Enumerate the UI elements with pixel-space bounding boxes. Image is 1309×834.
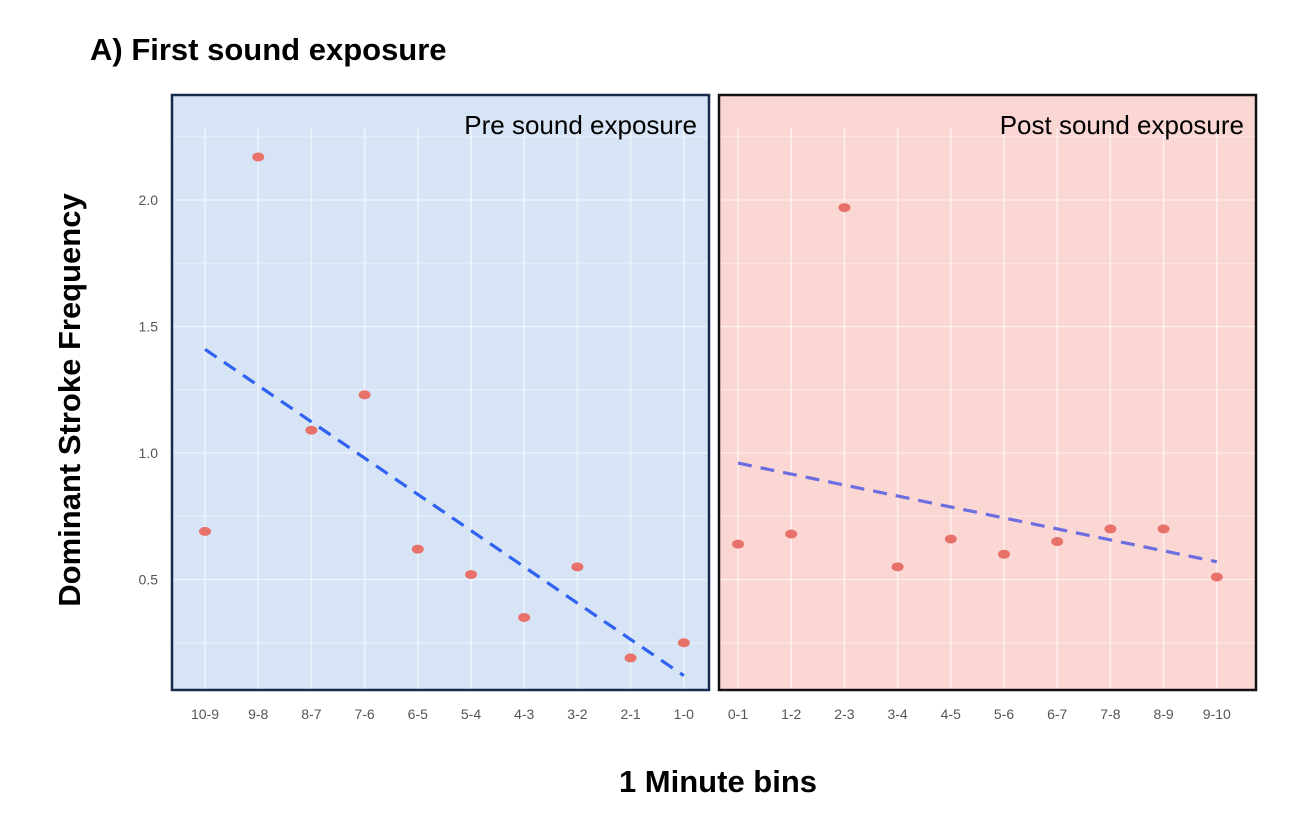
data-point [624,653,637,663]
y-tick-label: 0.5 [139,572,159,588]
x-tick-label: 0-1 [728,706,748,722]
data-point [358,390,371,400]
y-tick-label: 2.0 [139,192,159,208]
x-tick-label: 2-1 [620,706,640,722]
data-point [1104,524,1117,534]
y-tick-labels: 0.5 1.0 1.5 2.0 [139,192,159,588]
data-point [732,539,744,549]
panel-pre: Pre sound exposure 10-9 9-8 8-7 7-6 6-5 5-4 4-3… [170,93,711,722]
x-tick-label: 6-7 [1047,706,1067,722]
data-point [677,638,690,648]
y-tick-label: 1.0 [139,445,159,461]
x-tick-label: 1-2 [781,706,801,722]
trendline [204,347,685,677]
x-axis-label: 1 Minute bins [619,764,817,799]
x-tick-label: 3-2 [567,706,587,722]
data-point [465,569,477,579]
panel-border [170,93,711,692]
data-point [411,544,424,554]
x-tick-label: 4-5 [941,706,961,722]
x-tick-label: 1-0 [674,706,694,722]
x-tick-label: 4-3 [514,706,534,722]
data-point [1210,572,1223,582]
x-tick-label: 2-3 [834,706,854,722]
data-point [1051,537,1064,547]
data-point [305,425,318,435]
x-tick-label: 5-4 [461,706,481,722]
panel-background [172,95,709,690]
x-tick-label: 5-6 [994,706,1014,722]
data-point [944,534,957,544]
data-point [199,526,211,536]
data-point [518,612,531,622]
y-axis-label: Dominant Stroke Frequency [52,193,87,607]
x-tick-label: 8-7 [301,706,321,722]
x-tick-label: 7-8 [1100,706,1120,722]
panel-label: Post sound exposure [1000,110,1244,140]
chart-title: A) First sound exposure [90,32,447,67]
x-tick-label: 7-6 [354,706,374,722]
y-tick-label: 1.5 [139,319,159,335]
panel-border [717,93,1258,692]
panel-background [719,95,1256,690]
data-point [838,203,851,213]
x-tick-label: 3-4 [887,706,907,722]
x-tick-label: 9-8 [248,706,268,722]
x-tick-label: 8-9 [1153,706,1173,722]
data-point [785,529,798,539]
trendline [737,461,1218,564]
data-point [1157,524,1170,534]
panel-post: Post sound exposure 0-1 1-2 2-3 3-4 4-5 5-6 6-7… [717,93,1258,722]
data-point [998,549,1010,559]
x-tick-label: 9-10 [1203,706,1231,722]
panel-label: Pre sound exposure [464,110,697,140]
x-tick-label: 10-9 [191,706,219,722]
data-point [252,152,265,162]
x-tick-label: 6-5 [408,706,428,722]
data-point [891,562,904,572]
panels-layer: Pre sound exposure 10-9 9-8 8-7 7-6 6-5 5-4 4-3… [170,93,1258,722]
data-point [571,562,584,572]
